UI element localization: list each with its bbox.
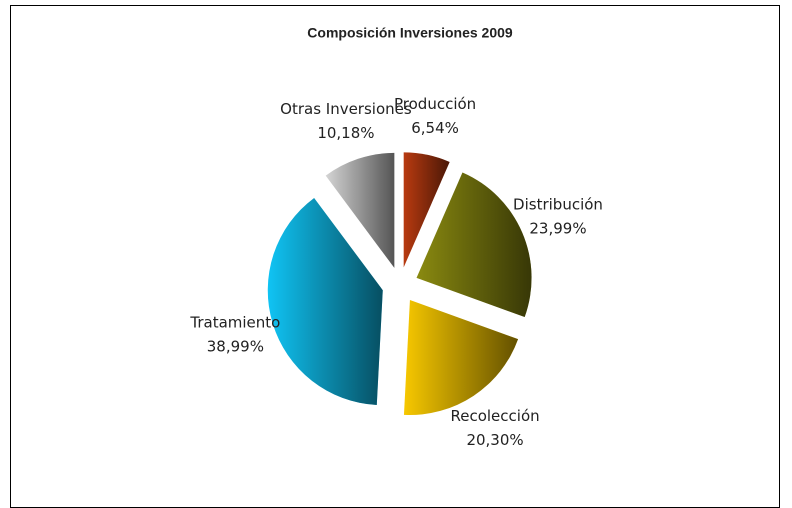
slice-value-label: 20,30%: [466, 431, 523, 449]
chart-border: [10, 5, 780, 508]
slice-value-label: 10,18%: [317, 124, 374, 142]
slice-value-label: 38,99%: [207, 337, 264, 355]
slice-value-label: 23,99%: [529, 220, 586, 238]
slice-label: Producción: [394, 95, 476, 113]
slice-shading: [267, 197, 383, 406]
slice-label: Recolección: [450, 407, 539, 425]
slice-label: Tratamiento: [189, 313, 280, 331]
slice-shading: [403, 300, 519, 416]
slice-shading: [416, 172, 532, 318]
slice-value-label: 6,54%: [411, 119, 459, 137]
slice-shading: [403, 152, 450, 268]
slice-label: Distribución: [513, 196, 603, 214]
slice-label: Otras Inversiones: [280, 100, 412, 118]
chart-title: Composición Inversiones 2009: [307, 25, 513, 41]
slice-shading: [325, 152, 395, 268]
